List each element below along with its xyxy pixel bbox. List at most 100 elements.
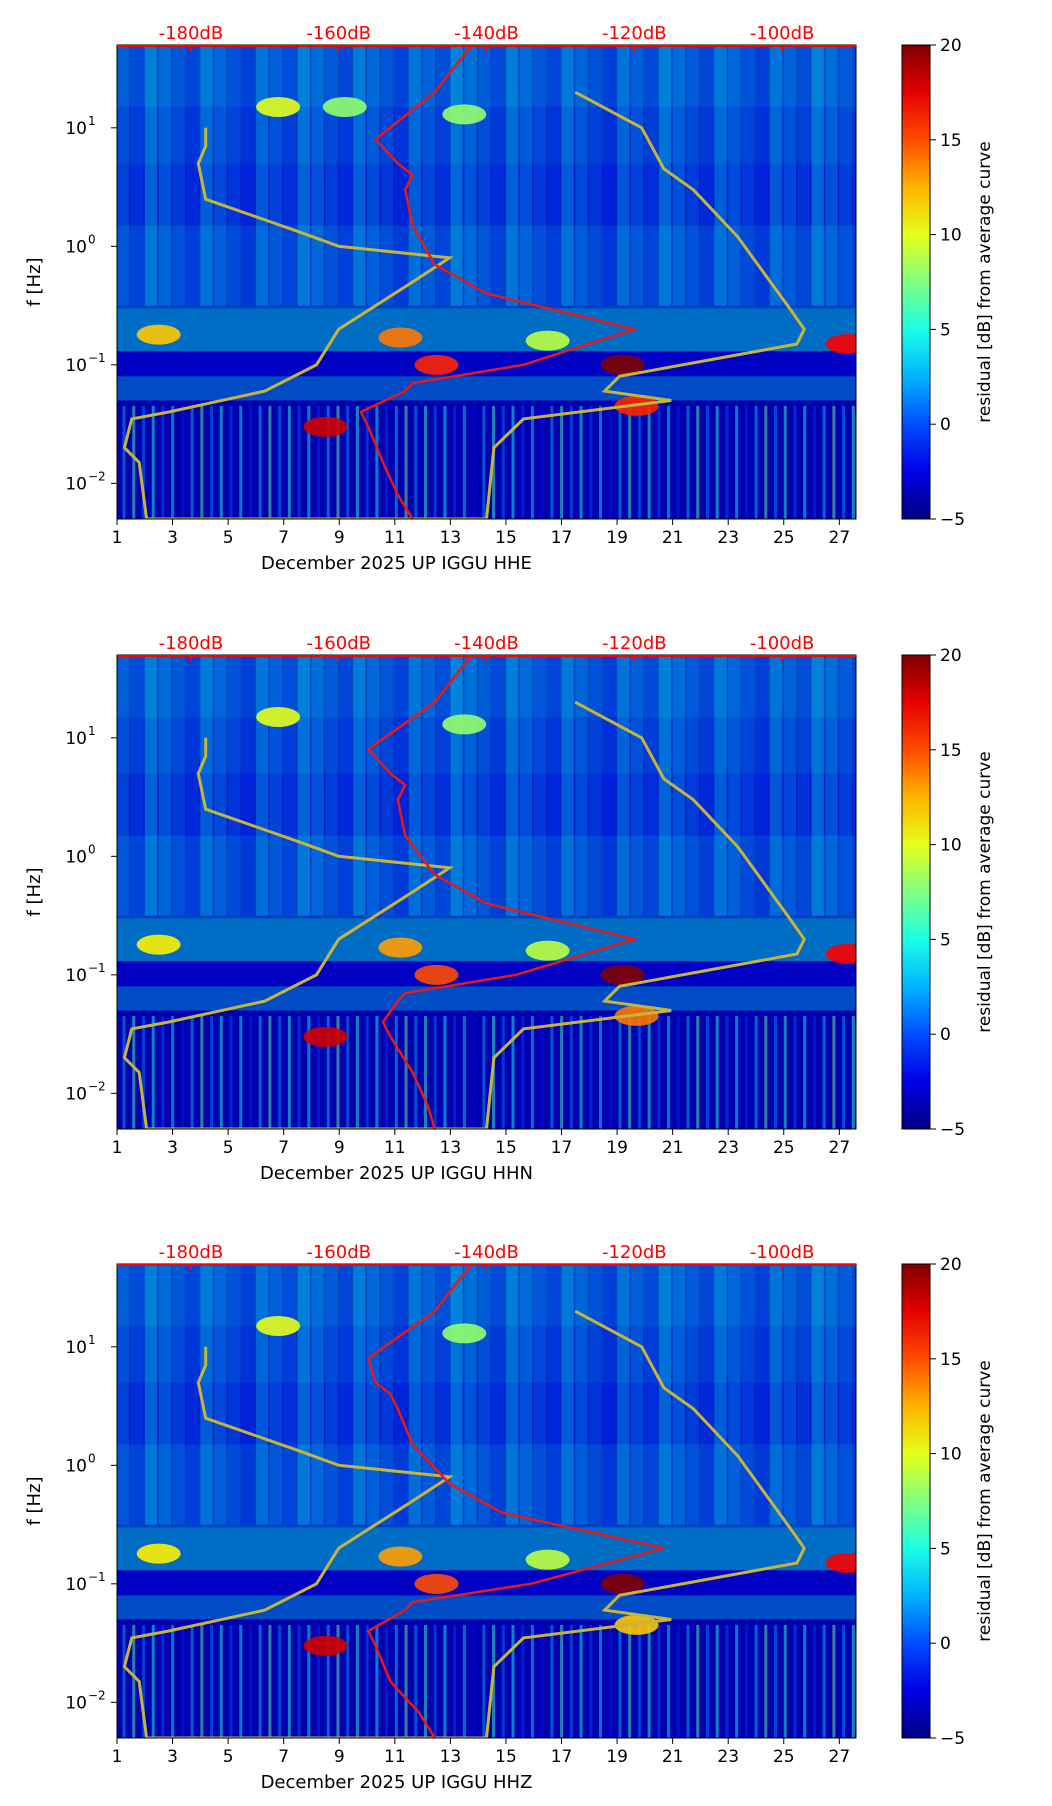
colorbar-tick-label: 10 [940, 836, 962, 856]
residual-stripe [158, 1264, 171, 1525]
residual-stripe [180, 1015, 184, 1129]
hot-spot [442, 104, 487, 125]
residual-stripe [755, 1264, 769, 1525]
residual-band [117, 376, 856, 401]
residual-stripe [355, 405, 359, 519]
y-tick-label: 10 [65, 847, 87, 867]
residual-stripe [774, 1015, 778, 1129]
residual-stripe [589, 655, 602, 916]
x-tick-label: 15 [495, 1747, 517, 1767]
residual-stripe [453, 405, 457, 519]
residual-stripe [130, 45, 144, 306]
residual-stripe [839, 1264, 852, 1525]
x-tick-label: 11 [384, 528, 406, 548]
residual-stripe [811, 45, 824, 306]
residual-stripe [200, 1624, 204, 1738]
residual-stripe [228, 1264, 241, 1525]
residual-stripe [705, 1015, 709, 1129]
residual-stripe [336, 1624, 340, 1738]
residual-stripe [603, 1264, 616, 1525]
residual-stripe [478, 655, 491, 916]
residual-stripe [742, 655, 755, 916]
colorbar-tick-label: 15 [940, 741, 962, 761]
residual-stripe [637, 1624, 641, 1738]
residual-stripe [839, 45, 852, 306]
residual-stripe [151, 1015, 155, 1129]
residual-stripe [142, 405, 146, 519]
residual-stripe [501, 1624, 505, 1738]
residual-band [117, 1527, 856, 1571]
residual-stripe [450, 45, 463, 306]
residual-stripe [667, 1624, 671, 1738]
residual-stripe [214, 45, 227, 306]
x-tick-label: 3 [167, 528, 178, 548]
residual-stripe [307, 1624, 311, 1738]
residual-stripe [628, 1624, 632, 1738]
db-tick-label: -160dB [306, 1242, 371, 1263]
residual-stripe [367, 45, 380, 306]
residual-stripe [832, 1015, 836, 1129]
y-tick-exponent: 0 [88, 232, 96, 246]
residual-stripe [394, 45, 408, 306]
x-tick-label: 1 [112, 1138, 123, 1158]
residual-stripe [219, 1624, 223, 1738]
residual-stripe [521, 1624, 525, 1738]
y-tick-label: 10 [65, 1084, 87, 1104]
colorbar-tick-label: 10 [940, 226, 962, 246]
db-tick-label: -180dB [159, 633, 224, 654]
residual-stripe [307, 405, 311, 519]
residual-stripe [422, 655, 435, 916]
residual-stripe [239, 1624, 243, 1738]
residual-stripe [575, 1264, 588, 1525]
residual-stripe [783, 655, 797, 916]
residual-stripe [521, 1015, 525, 1129]
y-tick-exponent: 0 [88, 1451, 96, 1465]
residual-stripe [380, 1264, 394, 1525]
residual-stripe [355, 1015, 359, 1129]
residual-stripe [714, 45, 727, 306]
residual-stripe [317, 405, 321, 519]
residual-stripe [561, 655, 574, 916]
residual-stripe [686, 655, 699, 916]
residual-stripe [326, 405, 330, 519]
residual-stripe [519, 45, 533, 306]
residual-stripe [608, 405, 612, 519]
hot-spot [322, 96, 367, 117]
residual-stripe [228, 655, 241, 916]
residual-stripe [385, 1624, 389, 1738]
residual-stripe [161, 1015, 165, 1129]
residual-stripe [214, 1264, 227, 1525]
residual-stripe [414, 405, 418, 519]
hot-spot [256, 96, 301, 117]
residual-stripe [422, 1264, 435, 1525]
residual-stripe [658, 45, 672, 306]
residual-stripe [278, 1015, 282, 1129]
residual-stripe [803, 405, 807, 519]
residual-stripe [569, 1624, 573, 1738]
residual-stripe [339, 45, 352, 306]
hot-spot [825, 943, 856, 964]
residual-band [117, 1264, 856, 1326]
residual-stripe [547, 655, 560, 916]
residual-stripe [540, 1015, 544, 1129]
colorbar-tick-label: 0 [940, 415, 951, 435]
residual-stripe [742, 45, 755, 306]
residual-stripe [325, 1264, 338, 1525]
hot-spot [256, 706, 301, 727]
x-axis-label: December 2025 UP IGGU HHN [260, 1163, 533, 1184]
hot-spot [303, 1635, 348, 1656]
residual-stripe [482, 1015, 486, 1129]
residual-stripe [618, 1624, 622, 1738]
x-tick-label: 13 [440, 1138, 462, 1158]
residual-stripe [755, 45, 769, 306]
residual-stripe [628, 1015, 632, 1129]
residual-stripe [700, 1264, 713, 1525]
residual-stripe [433, 1015, 437, 1129]
residual-stripe [603, 655, 616, 916]
db-tick-label: -100dB [750, 1242, 815, 1263]
residual-stripe [672, 1264, 685, 1525]
residual-stripe [617, 655, 630, 916]
x-tick-label: 1 [112, 1747, 123, 1767]
residual-stripe [339, 655, 352, 916]
